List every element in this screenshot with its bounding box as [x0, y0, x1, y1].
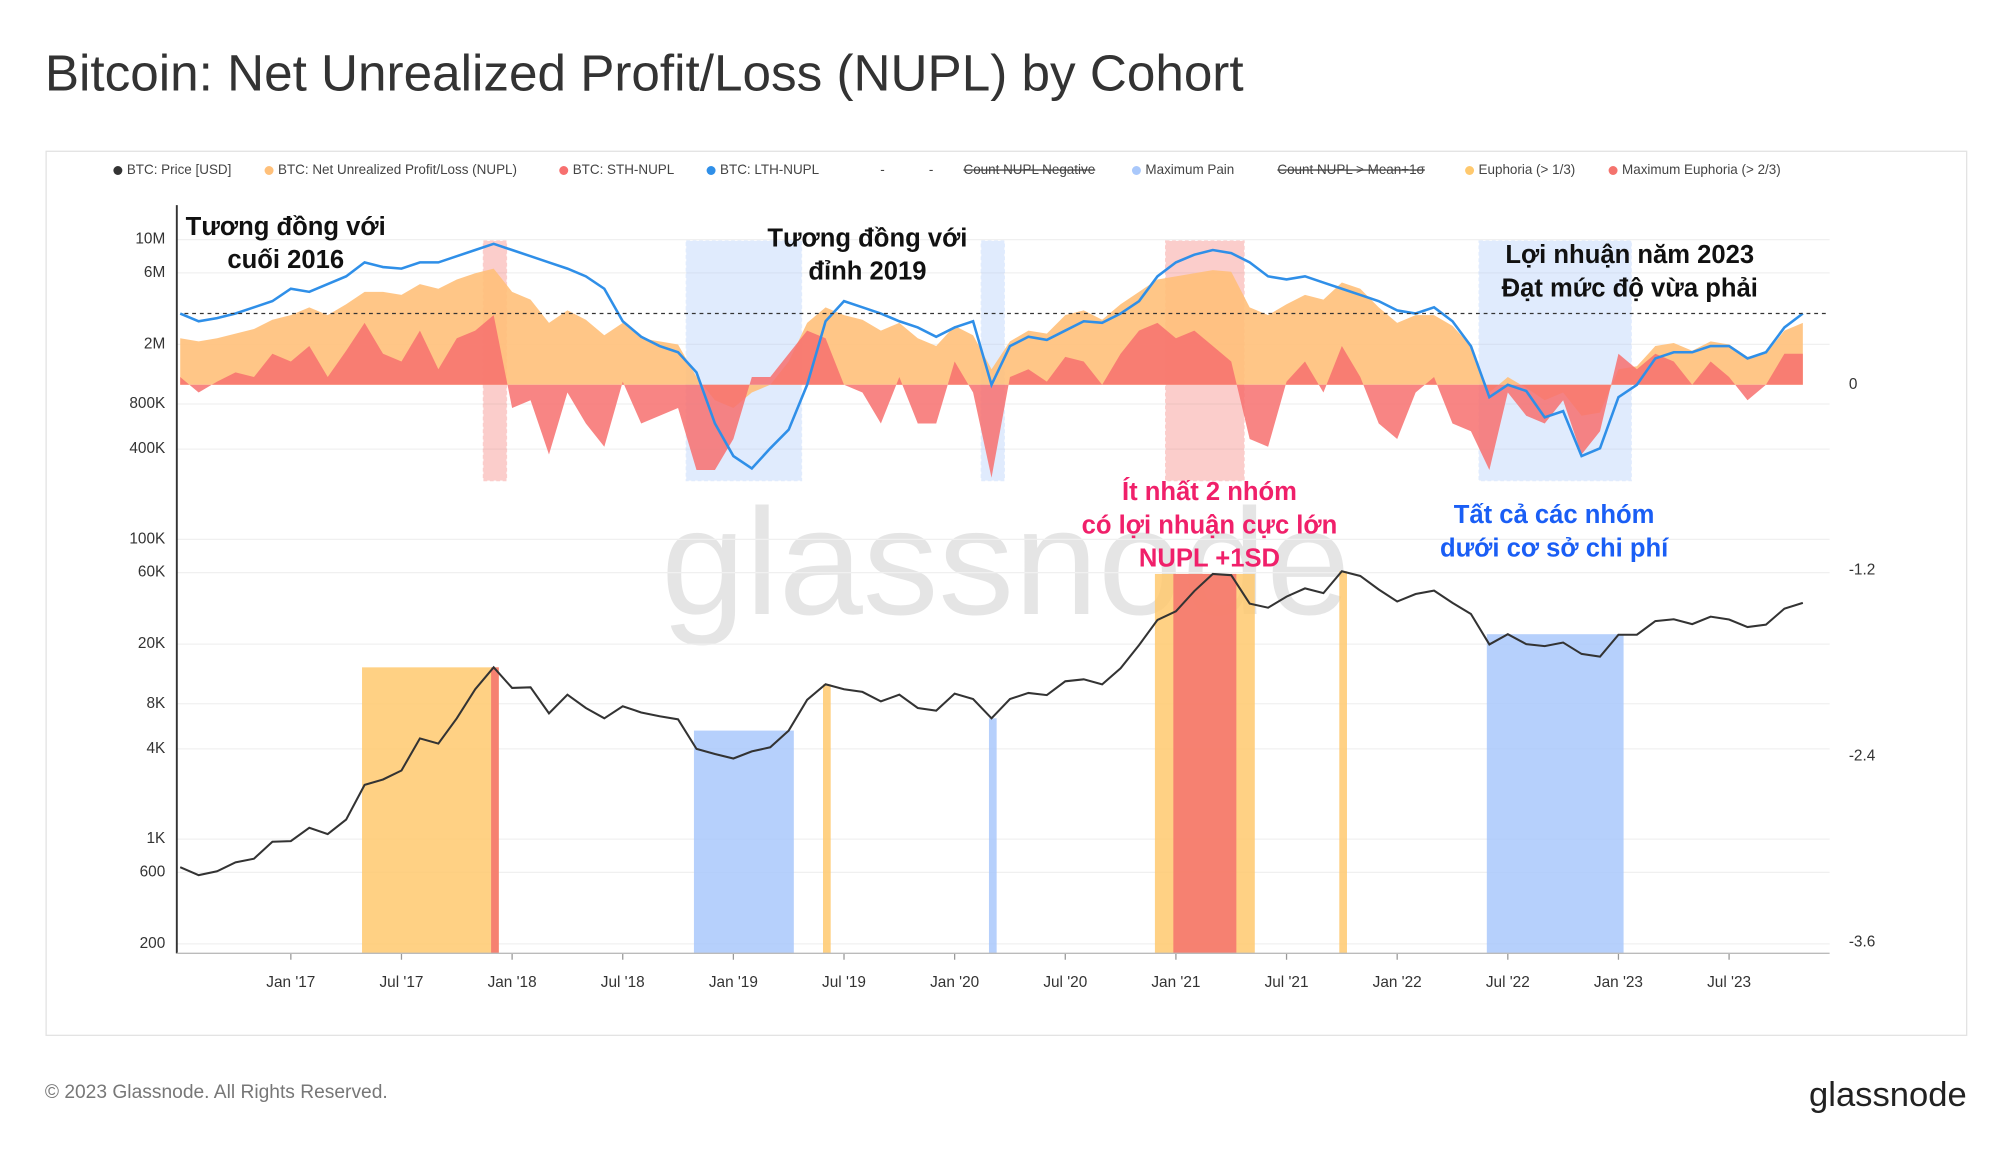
y-tick-label: 2M [144, 335, 165, 352]
legend-label: - [929, 162, 933, 177]
y2-tick-label: -2.4 [1849, 748, 1876, 765]
annotation: cuối 2016 [227, 246, 344, 274]
legend-label: Count NUPL > Mean+1σ [1277, 162, 1425, 177]
legend-label: Maximum Euphoria (> 2/3) [1622, 162, 1781, 177]
y2-tick-label: -1.2 [1849, 562, 1875, 579]
legend-label: BTC: LTH-NUPL [720, 162, 820, 177]
area [180, 315, 1803, 478]
legend-label: BTC: Price [USD] [127, 162, 232, 177]
y-tick-label: 10M [135, 231, 165, 248]
x-tick-label: Jan '17 [266, 974, 315, 991]
y-tick-label: 100K [129, 530, 166, 547]
period-bar [1339, 571, 1347, 954]
y-tick-label: 8K [146, 695, 166, 712]
footer: © 2023 Glassnode. All Rights Reserved. [45, 1082, 388, 1103]
legend-label: BTC: STH-NUPL [573, 162, 675, 177]
period-box [1478, 240, 1632, 482]
y-tick-label: 60K [138, 564, 166, 581]
line [179, 242, 1804, 471]
period-bar [988, 718, 997, 954]
period-box [685, 240, 803, 482]
legend-label: Maximum Pain [1145, 162, 1234, 177]
legend-label: Count NUPL Negative [963, 162, 1095, 177]
annotation: đỉnh 2019 [808, 258, 926, 286]
y-tick-label: 4K [146, 740, 166, 757]
x-tick-label: Jan '21 [1151, 974, 1200, 991]
x-tick-label: Jul '19 [822, 974, 866, 991]
annotation: Lợi nhuận năm 2023 [1505, 241, 1754, 269]
annotation: Ít nhất 2 nhóm [1122, 477, 1297, 506]
annotation: Tương đồng với [767, 224, 967, 252]
annotation: Tất cả các nhóm [1454, 501, 1655, 529]
x-tick-label: Jul '21 [1265, 974, 1309, 991]
legend-marker [113, 166, 123, 175]
y-tick-label: 400K [129, 440, 166, 457]
y-tick-label: 600 [140, 863, 166, 880]
annotation: có lợi nhuận cực lớn [1082, 511, 1338, 539]
legend-marker [264, 166, 274, 175]
chart-title: Bitcoin: Net Unrealized Profit/Loss (NUP… [45, 44, 1244, 101]
period-bar [1486, 634, 1624, 954]
period-bar [693, 730, 794, 954]
legend-marker [559, 166, 569, 175]
y-tick-label: 800K [129, 395, 166, 412]
area [180, 268, 1803, 416]
y2-tick-label: 0 [1849, 376, 1858, 393]
chart-frame [45, 150, 1968, 1036]
period-bar [362, 667, 499, 954]
annotation: dưới cơ sở chi phí [1440, 535, 1669, 563]
annotation: Đạt mức độ vừa phải [1502, 274, 1758, 302]
legend-marker [706, 166, 716, 175]
x-tick-label: Jul '18 [601, 974, 645, 991]
y2-tick-label: -3.6 [1849, 934, 1875, 951]
legend-label: - [880, 162, 884, 177]
period-bar [491, 667, 499, 954]
line [179, 570, 1804, 877]
x-tick-label: Jul '20 [1043, 974, 1087, 991]
legend-marker [1608, 166, 1618, 175]
x-tick-label: Jul '17 [380, 974, 424, 991]
y-tick-label: 6M [144, 264, 165, 281]
x-tick-label: Jan '22 [1373, 974, 1422, 991]
y-tick-label: 20K [138, 635, 166, 652]
x-tick-label: Jul '23 [1707, 974, 1751, 991]
x-tick-label: Jan '20 [930, 974, 979, 991]
x-tick-label: Jan '18 [488, 974, 537, 991]
logo: glassnode [1809, 1076, 1967, 1114]
x-tick-label: Jan '23 [1594, 974, 1643, 991]
legend-marker [1131, 166, 1141, 175]
legend-label: BTC: Net Unrealized Profit/Loss (NUPL) [278, 162, 517, 177]
annotation: Tương đồng với [186, 213, 386, 241]
y-tick-label: 200 [140, 935, 166, 952]
legend-marker [1465, 166, 1475, 175]
y-tick-label: 1K [146, 830, 166, 847]
legend-label: Euphoria (> 1/3) [1479, 162, 1576, 177]
x-tick-label: Jul '22 [1486, 974, 1530, 991]
annotation: NUPL +1SD [1139, 545, 1280, 573]
period-bar [823, 684, 831, 954]
period-bar [1173, 573, 1237, 954]
x-tick-label: Jan '19 [709, 974, 758, 991]
